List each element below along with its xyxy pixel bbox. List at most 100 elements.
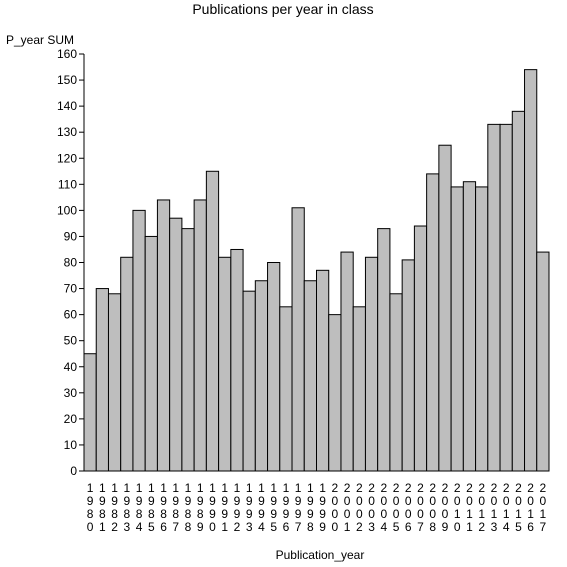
- bar-1992: [230, 248, 244, 472]
- bar-2007: [413, 225, 428, 472]
- bar-1993: [242, 290, 256, 472]
- y-tick-label: 50: [64, 334, 78, 348]
- bar-1989: [193, 199, 207, 472]
- y-tick-label: 160: [57, 47, 77, 61]
- bar-1995: [267, 262, 281, 472]
- bar-1999: [316, 269, 330, 472]
- y-tick-label: 110: [58, 177, 77, 191]
- bar-2008: [426, 173, 440, 472]
- y-axis: 0 10 20 30 40 50 60 70 80 90 100 110 120 130 140 150 160: [57, 47, 85, 478]
- bar-2014: [499, 123, 513, 472]
- bar-2005: [389, 293, 403, 472]
- y-axis-label: P_year SUM: [6, 33, 74, 47]
- x-axis-label: Publication_year: [276, 548, 365, 562]
- bar-1985: [144, 235, 158, 472]
- bar-1997: [291, 207, 305, 472]
- bar-1986: [156, 199, 171, 472]
- bar-1994: [254, 280, 269, 472]
- y-tick-label: 130: [57, 125, 77, 139]
- y-tick-label: 80: [64, 256, 78, 270]
- bar-2017: [536, 251, 550, 472]
- y-tick-label: 20: [64, 412, 78, 426]
- bar-2013: [487, 123, 501, 472]
- bar-2004: [377, 228, 391, 472]
- y-tick-label: 10: [64, 438, 78, 452]
- x-axis: 1 9 8 0 1 9 8 1 1 9 8 2 1 9 8 3 1 9 8 4 1 9 8 5 1 9 8 6 1 9 8 7 1 9 8 8 1 9 8 9…: [87, 481, 547, 534]
- bar-2010: [450, 186, 464, 472]
- bar-1990: [205, 170, 220, 472]
- bar-1988: [181, 228, 195, 472]
- y-tick-label: 70: [64, 282, 78, 296]
- bar-1996: [279, 306, 293, 472]
- y-tick-label: 140: [57, 99, 77, 113]
- bar-2006: [401, 259, 415, 472]
- y-tick-label: 40: [64, 360, 78, 374]
- bar-1981: [95, 288, 109, 472]
- bar-1991: [218, 256, 232, 472]
- y-tick-label: 90: [64, 229, 78, 243]
- bar-1987: [169, 217, 183, 472]
- y-tick-label: 150: [57, 73, 77, 87]
- bars: [83, 69, 550, 472]
- bar-2003: [364, 256, 379, 472]
- bar-2011: [462, 181, 477, 472]
- bar-1998: [303, 280, 317, 472]
- y-tick-label: 60: [64, 308, 78, 322]
- bar-2016: [524, 69, 538, 472]
- bar-2015: [511, 110, 526, 472]
- y-tick-label: 100: [57, 203, 77, 217]
- bar-2001: [340, 251, 354, 472]
- bar-2000: [328, 314, 342, 472]
- bar-1984: [132, 209, 146, 472]
- bar-1980: [83, 353, 97, 472]
- y-tick-label: 30: [64, 386, 78, 400]
- bar-1983: [120, 256, 134, 472]
- bar-2002: [352, 306, 366, 472]
- y-tick-label: 0: [70, 464, 77, 478]
- bar-2012: [475, 186, 489, 472]
- bar-2009: [438, 144, 452, 472]
- y-tick-label: 120: [57, 151, 77, 165]
- chart-title: Publications per year in class: [192, 1, 373, 17]
- bar-1982: [107, 293, 122, 472]
